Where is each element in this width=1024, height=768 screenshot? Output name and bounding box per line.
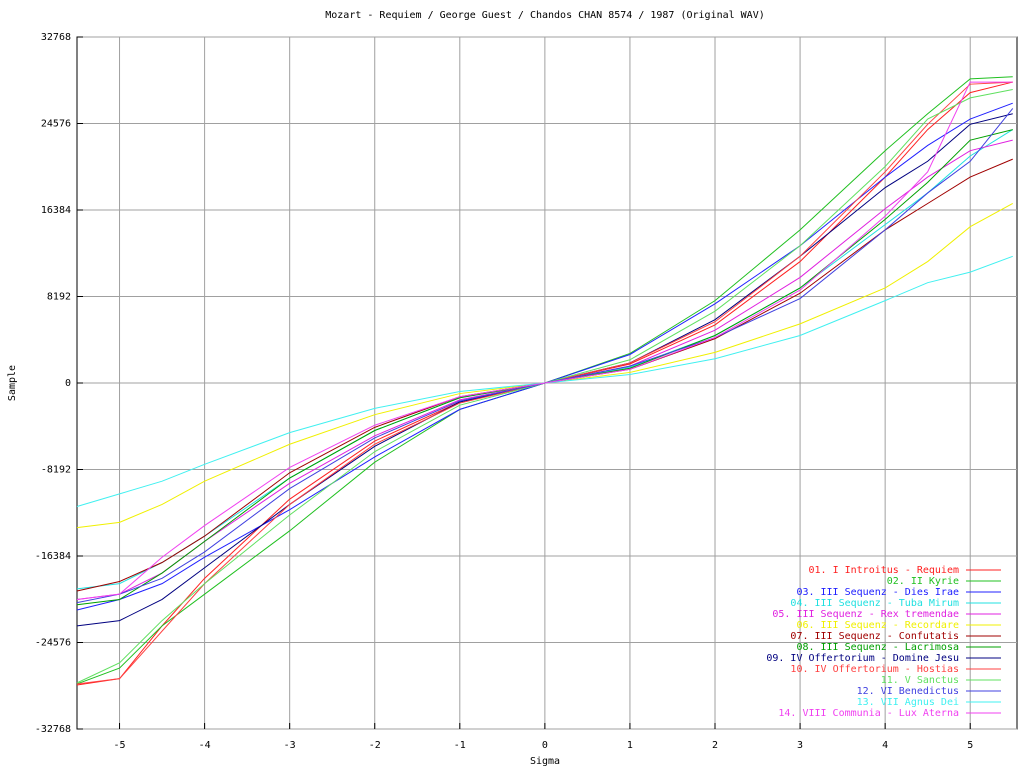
x-tick-label: 1 (627, 740, 633, 751)
legend-label: 09. IV Offertorium - Domine Jesu (766, 653, 959, 664)
y-tick-label: -16384 (35, 551, 71, 562)
x-tick-label: 0 (542, 740, 548, 751)
y-tick-label: 24576 (41, 119, 71, 130)
x-tick-label: -5 (114, 740, 126, 751)
series-line (76, 81, 1013, 600)
legend-label: 07. III Sequenz - Confutatis (790, 631, 959, 642)
y-tick-label: 8192 (47, 292, 71, 303)
y-tick-label: -24576 (35, 638, 71, 649)
x-axis-label: Sigma (530, 756, 560, 767)
y-tick-label: 16384 (41, 205, 71, 216)
legend-label: 11. V Sanctus (881, 675, 959, 686)
y-tick-label: 32768 (41, 32, 71, 43)
x-tick-label: -3 (284, 740, 296, 751)
x-tick-label: 3 (797, 740, 803, 751)
legend-label: 08. III Sequenz - Lacrimosa (796, 642, 959, 653)
x-tick-label: -4 (199, 740, 211, 751)
x-tick-label: -2 (369, 740, 381, 751)
y-tick-label: -8192 (41, 465, 71, 476)
legend-label: 02. II Kyrie (887, 576, 959, 587)
x-tick-label: 5 (967, 740, 973, 751)
legend-label: 06. III Sequenz - Recordare (796, 620, 959, 631)
legend-label: 12. VI Benedictus (857, 686, 959, 697)
y-tick-label: 0 (65, 378, 71, 389)
legend-label: 05. III Sequenz - Rex tremendae (772, 609, 959, 620)
y-axis-label: Sample (7, 365, 18, 401)
legend-label: 10. IV Offertorium - Hostias (790, 664, 959, 675)
x-tick-label: -1 (454, 740, 466, 751)
y-tick-label: -32768 (35, 724, 71, 735)
chart-title: Mozart - Requiem / George Guest / Chando… (325, 10, 765, 21)
legend-label: 04. III Sequenz - Tuba Mirum (790, 598, 959, 609)
legend-label: 13. VII Agnus Dei (857, 697, 959, 708)
x-tick-label: 4 (882, 740, 888, 751)
x-tick-label: 2 (712, 740, 718, 751)
legend-label: 14. VIII Communia - Lux Aterna (778, 708, 959, 719)
legend-label: 01. I Introitus - Requiem (808, 565, 959, 576)
legend-label: 03. III Sequenz - Dies Irae (796, 587, 959, 598)
